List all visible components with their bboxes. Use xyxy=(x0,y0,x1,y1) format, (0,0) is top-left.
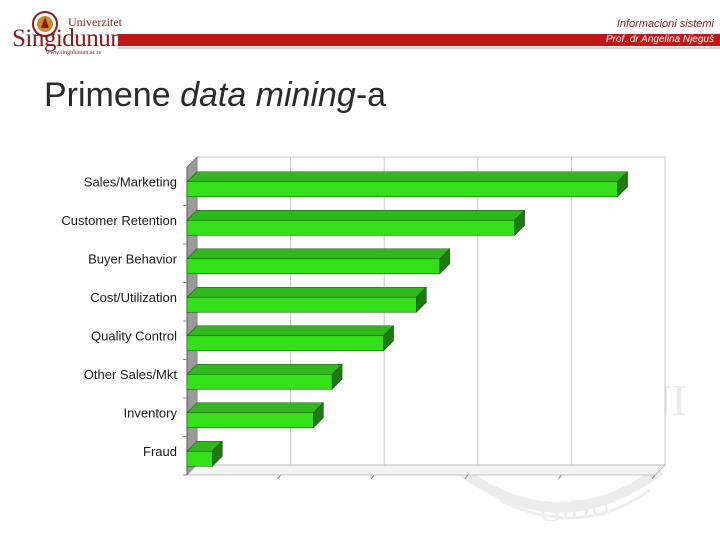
bar-top xyxy=(186,171,629,183)
category-label: Fraud xyxy=(143,444,177,459)
bar-top xyxy=(186,402,325,414)
logo-url-text: www.singidunum.ac.rs xyxy=(46,50,102,56)
bar xyxy=(186,219,515,236)
title-prefix: Primene xyxy=(44,76,181,114)
university-logo: Univerzitet Singidunum www.singidunum.ac… xyxy=(10,10,130,56)
bar-top xyxy=(186,325,395,337)
professor-name: Prof. dr Angelina Njeguš xyxy=(605,34,714,45)
bar xyxy=(186,373,333,390)
category-label: Inventory xyxy=(124,405,178,420)
bar xyxy=(186,335,384,352)
course-name: Informacioni sistemi xyxy=(616,18,714,30)
x-tick xyxy=(558,474,562,480)
x-tick xyxy=(464,474,469,480)
title-suffix: -a xyxy=(355,76,387,114)
category-label: Other Sales/Mkt xyxy=(84,367,178,382)
category-label: Cost/Utilization xyxy=(90,290,177,305)
title-italic: data mining xyxy=(180,76,356,114)
category-label: Sales/Marketing xyxy=(84,174,177,189)
category-label: Buyer Behavior xyxy=(88,251,178,266)
bar xyxy=(186,450,213,467)
slide-title: Primene data mining-a xyxy=(44,76,386,115)
bar xyxy=(186,412,314,429)
category-label: Customer Retention xyxy=(61,213,177,228)
bar-top xyxy=(186,248,451,260)
emblem-icon xyxy=(32,11,58,37)
bar xyxy=(186,258,441,275)
x-tick xyxy=(370,474,375,480)
plot-floor xyxy=(186,464,666,476)
x-tick xyxy=(651,474,656,480)
header-divider xyxy=(118,47,720,49)
header-red-bar xyxy=(118,34,720,46)
x-tick xyxy=(277,474,282,480)
bar-top xyxy=(186,286,428,298)
logo-name-text: Singidunum xyxy=(12,25,130,52)
bar xyxy=(186,181,618,198)
category-label: Quality Control xyxy=(91,328,177,343)
logo-univerzitet-text: Univerzitet xyxy=(68,15,122,29)
bar xyxy=(186,296,417,313)
bar-top xyxy=(186,209,526,221)
bar-top xyxy=(186,363,343,375)
